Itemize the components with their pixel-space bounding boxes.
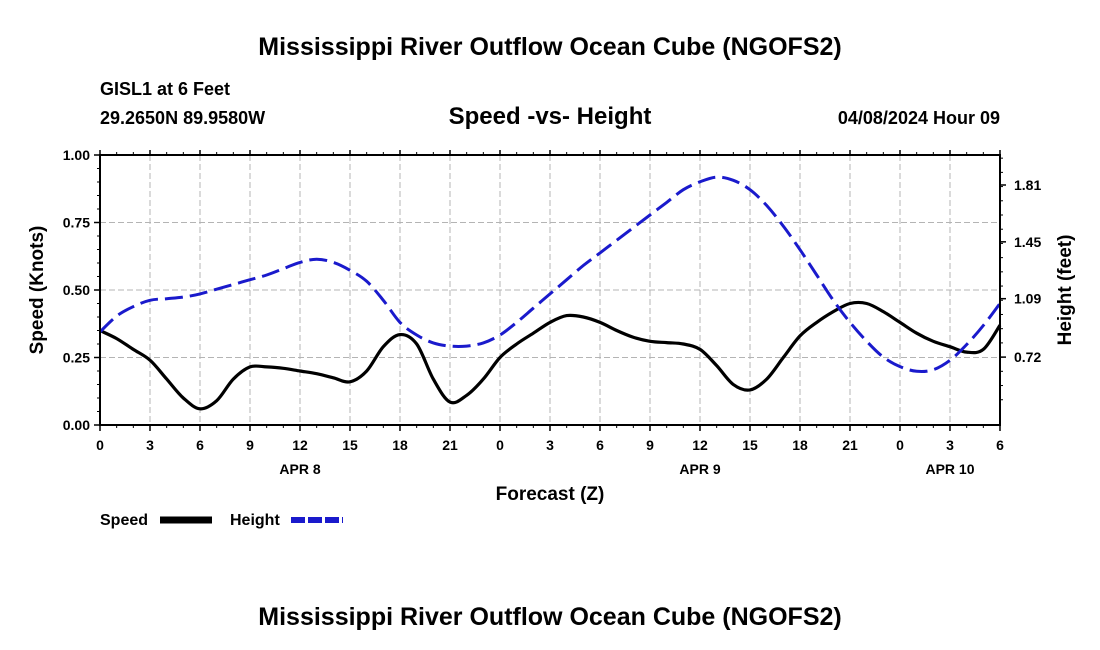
x-tick-label: 9 xyxy=(246,437,254,453)
y-tick-label: 0.50 xyxy=(63,282,90,298)
x-tick-label: 3 xyxy=(146,437,154,453)
y2-tick-label: 1.09 xyxy=(1014,291,1041,307)
legend: Speed Height xyxy=(100,512,343,529)
x-tick-label: 3 xyxy=(546,437,554,453)
date-label: APR 10 xyxy=(925,461,974,477)
x-tick-label: 15 xyxy=(342,437,358,453)
station-label: GISL1 at 6 Feet xyxy=(100,79,230,99)
x-tick-label: 12 xyxy=(692,437,708,453)
date-label: APR 8 xyxy=(279,461,320,477)
x-tick-label: 3 xyxy=(946,437,954,453)
y2-axis-label: Height (feet) xyxy=(1055,235,1076,346)
legend-speed-label: Speed xyxy=(100,512,148,529)
axis-ticks: 0 3 6 9 12 15 18 21 0 3 6 9 12 15 18 21 0 3 6 APR 8 APR 9 APR… xyxy=(63,147,1042,477)
footer-title: Mississippi River Outflow Ocean Cube (NG… xyxy=(258,603,841,631)
page-title: Mississippi River Outflow Ocean Cube (NG… xyxy=(258,33,841,61)
x-axis-label: Forecast (Z) xyxy=(496,484,605,505)
x-tick-label: 18 xyxy=(392,437,408,453)
y-tick-label: 0.25 xyxy=(63,350,90,366)
y-tick-label: 1.00 xyxy=(63,147,90,163)
x-tick-label: 15 xyxy=(742,437,758,453)
station-coords: 29.2650N 89.9580W xyxy=(100,108,265,128)
x-tick-label: 12 xyxy=(292,437,308,453)
x-tick-label: 21 xyxy=(442,437,458,453)
x-tick-label: 9 xyxy=(646,437,654,453)
forecast-datetime: 04/08/2024 Hour 09 xyxy=(838,108,1000,128)
x-tick-label: 6 xyxy=(996,437,1004,453)
grid-lines xyxy=(100,155,1000,425)
y-tick-label: 0.00 xyxy=(63,417,90,433)
legend-height-label: Height xyxy=(230,512,280,529)
y2-tick-label: 1.81 xyxy=(1014,177,1041,193)
x-tick-label: 0 xyxy=(896,437,904,453)
x-tick-label: 0 xyxy=(496,437,504,453)
series-line-height xyxy=(98,175,1002,374)
series-line-speed xyxy=(99,300,1002,411)
y-tick-label: 0.75 xyxy=(63,215,90,231)
y-axis-label: Speed (Knots) xyxy=(27,226,48,355)
chart-subtitle: Speed -vs- Height xyxy=(449,103,652,130)
x-tick-label: 18 xyxy=(792,437,808,453)
y2-tick-label: 0.72 xyxy=(1014,349,1041,365)
x-tick-label: 0 xyxy=(96,437,104,453)
x-tick-label: 21 xyxy=(842,437,858,453)
series-layer xyxy=(98,175,1002,411)
x-tick-label: 6 xyxy=(196,437,204,453)
x-tick-label: 6 xyxy=(596,437,604,453)
date-label: APR 9 xyxy=(679,461,720,477)
y2-tick-label: 1.45 xyxy=(1014,234,1041,250)
